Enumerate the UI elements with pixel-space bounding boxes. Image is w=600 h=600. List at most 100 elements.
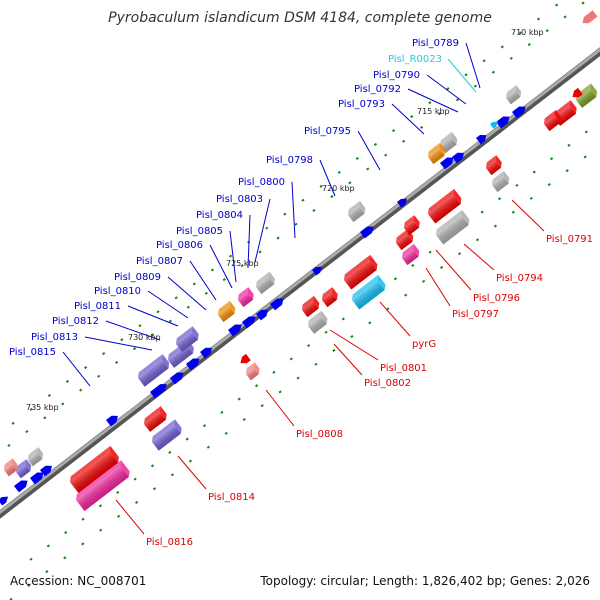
gene-shade — [27, 452, 43, 467]
gene-side-face — [377, 274, 386, 290]
tick-mark — [168, 319, 173, 323]
gene-arrow-pink — [582, 10, 598, 24]
gene-top-face — [70, 445, 111, 482]
gene-magenta — [238, 287, 254, 308]
gene-label: Pisl_0813 — [31, 332, 78, 343]
gene-label: Pisl_0800 — [238, 177, 285, 188]
scale-label: 710 kbp — [511, 28, 544, 37]
gene-label: Pisl_0809 — [114, 272, 161, 283]
tick-mark — [43, 416, 47, 420]
gene-slate — [16, 459, 32, 479]
tick-mark — [242, 417, 246, 422]
tick-mark — [97, 374, 101, 378]
gene-side-face — [253, 362, 260, 375]
leader-line — [357, 130, 381, 171]
gene-top-face — [238, 287, 249, 300]
gene-slate — [152, 419, 182, 451]
tick-mark — [237, 397, 241, 401]
gene-arrow-blue — [496, 116, 510, 129]
tick-mark — [455, 98, 460, 102]
gene-shade — [576, 89, 597, 108]
scale-label: 725 kbp — [226, 259, 259, 268]
gene-labels: Pisl_0789 Pisl_R0023 Pisl_0790 Pisl_0792 Pis… — [9, 38, 593, 548]
gene-grey — [308, 310, 328, 334]
tick-mark — [473, 84, 478, 88]
tick-mark — [99, 528, 103, 532]
leader-line — [333, 343, 363, 376]
gene-top-face — [144, 406, 161, 424]
tick-mark — [224, 431, 228, 435]
leader-line — [329, 329, 379, 361]
gene-slate — [176, 326, 199, 352]
gene-arrow-blue — [440, 157, 454, 170]
gene-label: Pisl_0796 — [473, 293, 520, 304]
tick-mark — [7, 443, 11, 447]
tick-mark — [260, 404, 264, 408]
tick-mark — [132, 347, 137, 351]
leader-line — [127, 305, 179, 327]
gene-grey — [492, 170, 510, 193]
gene-shade — [255, 277, 275, 295]
gene-side-face — [313, 295, 320, 309]
tick-mark — [324, 330, 328, 334]
tick-mark — [65, 379, 70, 384]
leader-line — [426, 74, 467, 105]
gene-arrow — [242, 316, 256, 329]
gene-grey — [436, 209, 470, 245]
gene-top-face — [404, 215, 415, 228]
tick-mark — [497, 197, 502, 201]
leader-line — [407, 88, 459, 113]
topology-text: Topology: circular; Length: 1,826,402 bp… — [259, 574, 590, 588]
tick-mark — [446, 87, 450, 91]
gene-top-face — [322, 287, 333, 300]
tick-mark — [283, 212, 287, 216]
leader-line — [209, 244, 233, 289]
tick-mark — [301, 198, 305, 202]
tick-mark — [332, 348, 336, 352]
gene-arrow-blue — [150, 384, 167, 399]
tick-mark — [204, 291, 208, 295]
gene-arrow-blue — [476, 134, 487, 145]
gene-side-face — [590, 83, 598, 97]
tick-mark — [206, 445, 210, 449]
gene-arrow-cyan — [490, 121, 499, 129]
tick-mark — [393, 277, 398, 281]
gene-magenta — [402, 243, 420, 266]
gene-label: Pisl_0805 — [176, 226, 223, 237]
tick-marks — [7, 1, 588, 600]
tick-mark — [220, 410, 224, 414]
leader-line — [105, 320, 161, 341]
tick-mark — [117, 514, 121, 518]
gene-side-face — [320, 310, 328, 325]
leader-line — [265, 389, 295, 427]
gene-arrow-blue — [512, 106, 526, 119]
gene-red — [344, 254, 378, 290]
leader-line — [84, 336, 153, 351]
gene-arrow — [186, 358, 200, 371]
gene-red — [144, 406, 167, 432]
gene-side-face — [359, 200, 366, 214]
tick-mark — [192, 282, 196, 286]
tick-mark — [493, 224, 498, 228]
gene-arrow-blue — [200, 347, 212, 359]
gene-arrow-red — [572, 87, 583, 98]
gene-arrow — [240, 353, 251, 364]
gene-top-face — [302, 295, 314, 310]
gene-top-face — [4, 458, 13, 470]
tick-mark — [549, 157, 554, 161]
tick-mark — [439, 265, 444, 270]
gene-orange — [428, 142, 446, 165]
tick-mark — [61, 402, 65, 406]
gene-arrow-blue — [40, 465, 52, 477]
gene-shade — [428, 148, 445, 165]
gene-grey — [506, 85, 522, 105]
tick-mark — [98, 504, 103, 508]
gene-top-face — [486, 155, 497, 168]
gene-shade — [322, 292, 337, 308]
tick-mark — [210, 268, 215, 272]
tick-mark — [337, 170, 341, 174]
gene-top-face — [506, 85, 517, 98]
gene-side-face — [451, 131, 458, 145]
gene-side-face — [229, 300, 236, 314]
tick-mark — [457, 252, 462, 256]
